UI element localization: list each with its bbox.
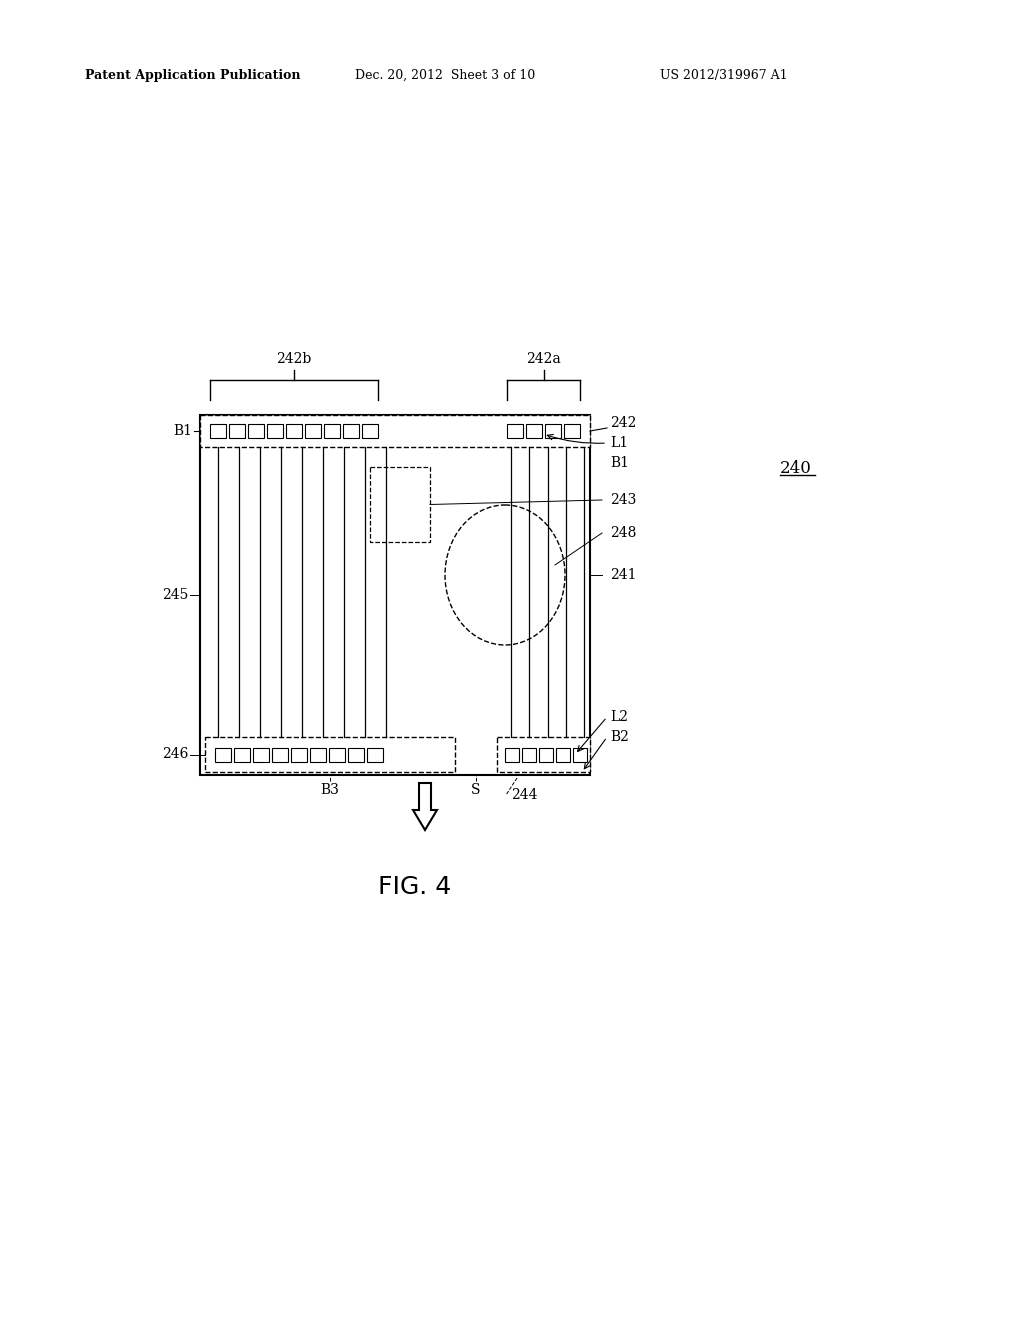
Text: B2: B2 — [610, 730, 629, 744]
Bar — [545, 424, 561, 438]
Text: B1: B1 — [173, 424, 193, 438]
Bar — [505, 747, 519, 762]
Bar — [539, 747, 553, 762]
Bar — [248, 424, 264, 438]
Bar — [215, 747, 231, 762]
Text: 241: 241 — [610, 568, 637, 582]
Text: B3: B3 — [321, 783, 339, 797]
Bar — [200, 414, 590, 447]
Text: L1: L1 — [610, 436, 628, 450]
Bar — [564, 424, 580, 438]
Bar — [362, 424, 378, 438]
Text: S: S — [471, 783, 480, 797]
Bar — [205, 737, 455, 772]
Text: Patent Application Publication: Patent Application Publication — [85, 69, 300, 82]
Bar — [348, 747, 364, 762]
Text: 246: 246 — [162, 747, 188, 762]
Bar — [526, 424, 542, 438]
Text: 248: 248 — [610, 525, 636, 540]
Bar — [210, 424, 226, 438]
Text: Dec. 20, 2012  Sheet 3 of 10: Dec. 20, 2012 Sheet 3 of 10 — [355, 69, 536, 82]
Text: 240: 240 — [780, 459, 812, 477]
Text: 242b: 242b — [276, 352, 311, 366]
Bar — [324, 424, 340, 438]
Bar — [556, 747, 570, 762]
Bar — [329, 747, 345, 762]
Text: 245: 245 — [162, 587, 188, 602]
Bar — [200, 414, 590, 775]
Text: 242a: 242a — [526, 352, 561, 366]
Bar — [367, 747, 383, 762]
Bar — [497, 737, 590, 772]
Bar — [573, 747, 587, 762]
Bar — [229, 424, 245, 438]
Text: FIG. 4: FIG. 4 — [379, 875, 452, 899]
Text: 242: 242 — [610, 416, 636, 430]
Bar — [522, 747, 536, 762]
Bar — [234, 747, 250, 762]
Bar — [507, 424, 523, 438]
Polygon shape — [413, 783, 437, 830]
Bar — [286, 424, 302, 438]
Text: B1: B1 — [610, 455, 629, 470]
Text: L2: L2 — [610, 710, 628, 723]
Text: 244: 244 — [511, 788, 538, 803]
Bar — [253, 747, 269, 762]
Bar — [272, 747, 288, 762]
Text: 243: 243 — [610, 492, 636, 507]
Bar — [370, 467, 430, 543]
Bar — [310, 747, 326, 762]
Bar — [305, 424, 321, 438]
Text: US 2012/319967 A1: US 2012/319967 A1 — [660, 69, 787, 82]
Bar — [267, 424, 283, 438]
Bar — [343, 424, 359, 438]
Bar — [291, 747, 307, 762]
